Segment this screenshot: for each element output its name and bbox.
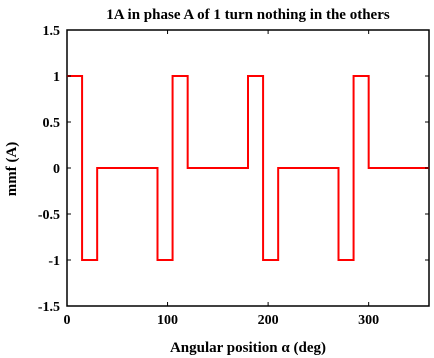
plot-area: [66, 29, 430, 307]
y-axis-label: mmf (A): [4, 142, 20, 197]
chart-title: 1A in phase A of 1 turn nothing in the o…: [106, 7, 390, 23]
x-tick-label: 300: [358, 313, 379, 328]
y-tick-label: 0: [53, 162, 60, 177]
y-tick-label: 0.5: [43, 116, 61, 131]
series-line-0: [67, 75, 429, 261]
y-tick-label: 1.5: [43, 24, 61, 39]
x-axis-ticks: 0 100 200 300: [64, 30, 379, 328]
y-tick-label: 1: [53, 70, 60, 85]
y-tick-label: -0.5: [38, 208, 60, 223]
x-tick-label: 0: [64, 313, 71, 328]
y-tick-label: -1: [48, 254, 60, 269]
y-tick-label: -1.5: [38, 300, 60, 315]
x-axis-label: Angular position α (deg): [170, 340, 326, 356]
y-axis-ticks: 1.5 1 0.5 0 -0.5 -1 -1.5: [38, 24, 429, 315]
x-tick-label: 200: [258, 313, 279, 328]
x-tick-label: 100: [157, 313, 178, 328]
